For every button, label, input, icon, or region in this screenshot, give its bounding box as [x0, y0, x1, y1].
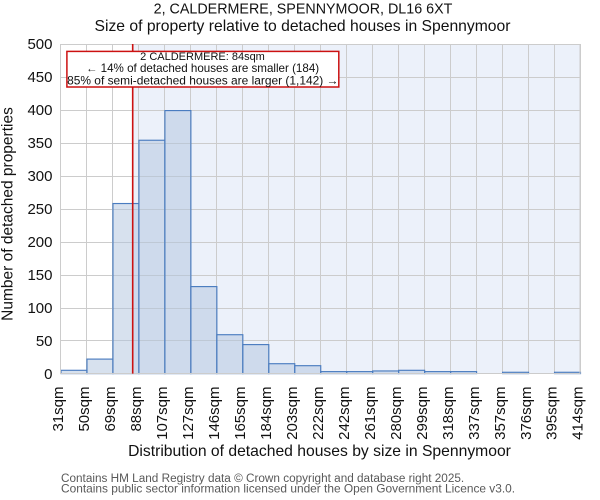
svg-text:300: 300 [27, 168, 52, 185]
svg-text:500: 500 [27, 36, 52, 53]
svg-text:261sqm: 261sqm [362, 387, 379, 440]
svg-text:165sqm: 165sqm [232, 387, 249, 440]
svg-text:50sqm: 50sqm [76, 387, 93, 432]
svg-text:Number of detached properties: Number of detached properties [0, 107, 17, 321]
svg-text:100: 100 [27, 300, 52, 317]
svg-text:150: 150 [27, 267, 52, 284]
svg-text:31sqm: 31sqm [50, 387, 67, 432]
svg-text:69sqm: 69sqm [102, 387, 119, 432]
svg-text:107sqm: 107sqm [154, 387, 171, 440]
svg-text:450: 450 [27, 69, 52, 86]
svg-text:357sqm: 357sqm [492, 387, 509, 440]
svg-text:2, CALDERMERE, SPENNYMOOR, DL1: 2, CALDERMERE, SPENNYMOOR, DL16 6XT [154, 2, 453, 18]
svg-text:400: 400 [27, 102, 52, 119]
svg-text:50: 50 [36, 333, 53, 350]
svg-text:350: 350 [27, 135, 52, 152]
svg-text:299sqm: 299sqm [414, 387, 431, 440]
svg-text:127sqm: 127sqm [180, 387, 197, 440]
svg-text:376sqm: 376sqm [518, 387, 535, 440]
svg-text:414sqm: 414sqm [570, 387, 587, 440]
svg-text:203sqm: 203sqm [284, 387, 301, 440]
svg-text:85% of semi-detached houses ar: 85% of semi-detached houses are larger (… [67, 73, 338, 87]
svg-text:222sqm: 222sqm [310, 387, 327, 440]
svg-text:184sqm: 184sqm [258, 387, 275, 440]
svg-text:Contains HM Land Registry data: Contains HM Land Registry data © Crown c… [61, 472, 464, 485]
svg-text:Contains public sector informa: Contains public sector information licen… [61, 482, 515, 496]
svg-text:88sqm: 88sqm [128, 387, 145, 432]
svg-text:318sqm: 318sqm [440, 387, 457, 440]
svg-text:Size of property relative to d: Size of property relative to detached ho… [95, 18, 511, 35]
svg-text:242sqm: 242sqm [336, 387, 353, 440]
svg-text:250: 250 [27, 201, 52, 218]
svg-text:Distribution of detached house: Distribution of detached houses by size … [128, 443, 511, 460]
svg-text:337sqm: 337sqm [466, 387, 483, 440]
svg-text:0: 0 [44, 366, 52, 383]
svg-text:280sqm: 280sqm [388, 387, 405, 440]
svg-text:146sqm: 146sqm [206, 387, 223, 440]
svg-text:← 14% of detached houses are s: ← 14% of detached houses are smaller (18… [86, 62, 319, 75]
svg-text:2 CALDERMERE: 84sqm: 2 CALDERMERE: 84sqm [140, 51, 265, 63]
svg-text:200: 200 [27, 234, 52, 251]
svg-text:395sqm: 395sqm [544, 387, 561, 440]
